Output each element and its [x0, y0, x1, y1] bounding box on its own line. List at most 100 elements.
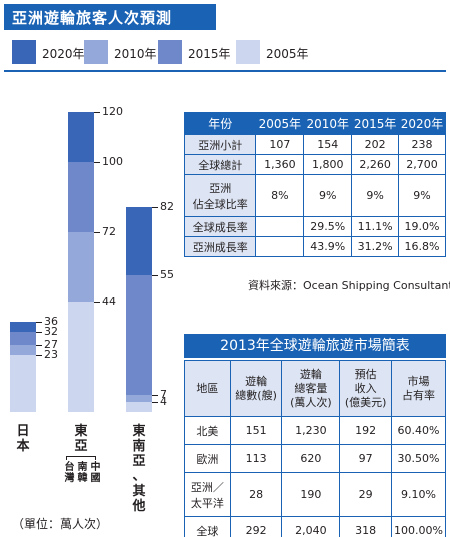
- market-table: 地區 遊輪 總數(艘) 遊輪 總客量 (萬人次) 預估 收入 (億美元) 市場 占有率 北美 151 1,…: [184, 360, 446, 537]
- row-header-cell: 亞洲／ 太平洋: [184, 472, 231, 517]
- table-row: 亞洲小計 107 154 202 238: [183, 134, 446, 155]
- source-note: 資料來源：Ocean Shipping Consultants: [248, 279, 450, 292]
- row-header-cell: 北美: [184, 416, 231, 445]
- table-cell: 2,260: [351, 154, 400, 175]
- table-cell: 28: [229, 472, 283, 517]
- table-header: 預估 收入 (億美元): [339, 360, 392, 417]
- table-cell: 2,040: [281, 516, 341, 537]
- bar-segment: [10, 354, 36, 412]
- table-header: 2010年: [303, 112, 353, 135]
- data-label: 4: [160, 395, 167, 408]
- table-cell: 9%: [398, 174, 446, 217]
- table-row: 亞洲成長率 43.9% 31.2% 16.8%: [183, 236, 446, 257]
- data-label: 55: [160, 267, 174, 281]
- legend-label: 2005年: [266, 47, 309, 61]
- category-bracket: [66, 456, 96, 460]
- table-cell: 43.9%: [303, 236, 353, 257]
- table-header-row: 年份 2005年 2010年 2015年 2020年: [183, 112, 446, 135]
- table-row: 全球成長率 29.5% 11.1% 19.0%: [183, 216, 446, 237]
- table-header: 2020年: [398, 112, 446, 135]
- bar-segment: [126, 402, 152, 412]
- table-header: 2015年: [351, 112, 400, 135]
- value-tick: [94, 232, 100, 233]
- table-cell: 192: [339, 416, 392, 445]
- category-note: 台灣: [64, 462, 75, 484]
- table-row: 亞洲 佔全球比率 8% 9% 9% 9%: [183, 174, 446, 217]
- data-label: 32: [44, 325, 58, 338]
- value-tick: [94, 302, 100, 303]
- table-cell: 9.10%: [391, 472, 446, 517]
- bar-segment: [68, 162, 94, 232]
- table-row: 北美 151 1,230 192 60.40%: [184, 416, 446, 445]
- table-cell: 19.0%: [398, 216, 446, 237]
- table-cell: 620: [281, 444, 341, 473]
- table-cell: 2,700: [398, 154, 446, 175]
- table-header-row: 地區 遊輪 總數(艘) 遊輪 總客量 (萬人次) 預估 收入 (億美元) 市場 占有率: [184, 360, 446, 417]
- data-label: 27: [44, 337, 58, 351]
- table-cell: 16.8%: [398, 236, 446, 257]
- row-header-cell: 亞洲成長率: [183, 236, 257, 257]
- unit-note: （單位：萬人次）: [12, 517, 109, 531]
- table-cell: 113: [229, 444, 283, 473]
- table-cell: 9%: [303, 174, 353, 217]
- value-tick: [36, 354, 42, 356]
- value-tick: [152, 402, 158, 403]
- table-row: 全球 292 2,040 318 100.00%: [184, 516, 446, 537]
- category-label: 東南亞、其他: [132, 424, 146, 514]
- table-cell: 29.5%: [303, 216, 353, 237]
- table-cell: 1,360: [255, 154, 305, 175]
- row-header-cell: 全球總計: [183, 154, 257, 175]
- table-header: 遊輪 總客量 (萬人次): [281, 360, 341, 417]
- table-cell: 97: [339, 444, 392, 473]
- legend-swatch: [236, 40, 260, 64]
- row-header-cell: 全球成長率: [183, 216, 257, 237]
- table-cell: 202: [351, 134, 400, 155]
- bar-segment: [68, 112, 94, 162]
- table-cell: 190: [281, 472, 341, 517]
- table-header: 地區: [184, 360, 231, 417]
- row-header-cell: 全球: [184, 516, 231, 537]
- table-cell: [255, 216, 305, 237]
- legend-swatch: [158, 40, 182, 64]
- table-cell: 318: [339, 516, 392, 537]
- table-cell: 292: [229, 516, 283, 537]
- data-label: 23: [44, 347, 58, 361]
- legend-label: 2010年: [114, 47, 157, 61]
- table-cell: 11.1%: [351, 216, 400, 237]
- category-note: 南韓: [77, 462, 88, 484]
- market-table-title: 2013年全球遊輪旅遊市場簡表: [184, 334, 446, 358]
- data-label: 82: [160, 200, 174, 213]
- bar-segment: [126, 394, 152, 402]
- table-cell: [255, 236, 305, 257]
- table-header: 年份: [183, 112, 257, 135]
- value-tick: [36, 344, 42, 346]
- bar-segment: [10, 344, 36, 355]
- bar-segment: [68, 232, 94, 302]
- value-tick: [36, 322, 42, 323]
- bar-segment: [10, 322, 36, 332]
- value-tick: [152, 207, 158, 208]
- legend-swatch: [12, 40, 36, 64]
- value-tick: [152, 274, 158, 276]
- data-label: 120: [102, 105, 123, 118]
- table-cell: 238: [398, 134, 446, 155]
- table-cell: 30.50%: [391, 444, 446, 473]
- table-cell: 107: [255, 134, 305, 155]
- legend-label: 2015年: [188, 47, 231, 61]
- table-cell: 1,230: [281, 416, 341, 445]
- bar-segment: [10, 332, 36, 345]
- table-cell: 60.40%: [391, 416, 446, 445]
- table-row: 全球總計 1,360 1,800 2,260 2,700: [183, 154, 446, 175]
- legend-label: 2020年: [42, 47, 85, 61]
- table-row: 亞洲／ 太平洋 28 190 29 9.10%: [184, 472, 446, 517]
- table-cell: 31.2%: [351, 236, 400, 257]
- table-cell: 1,800: [303, 154, 353, 175]
- row-header-cell: 亞洲 佔全球比率: [183, 174, 257, 217]
- page-title: 亞洲遊輪旅客人次預測: [12, 9, 173, 27]
- legend-swatch: [84, 40, 108, 64]
- bar-segment: [68, 302, 94, 412]
- table-header: 遊輪 總數(艘): [229, 360, 283, 417]
- value-tick: [94, 162, 100, 163]
- category-label: 東亞: [74, 424, 88, 454]
- category-label: 日本: [16, 424, 30, 454]
